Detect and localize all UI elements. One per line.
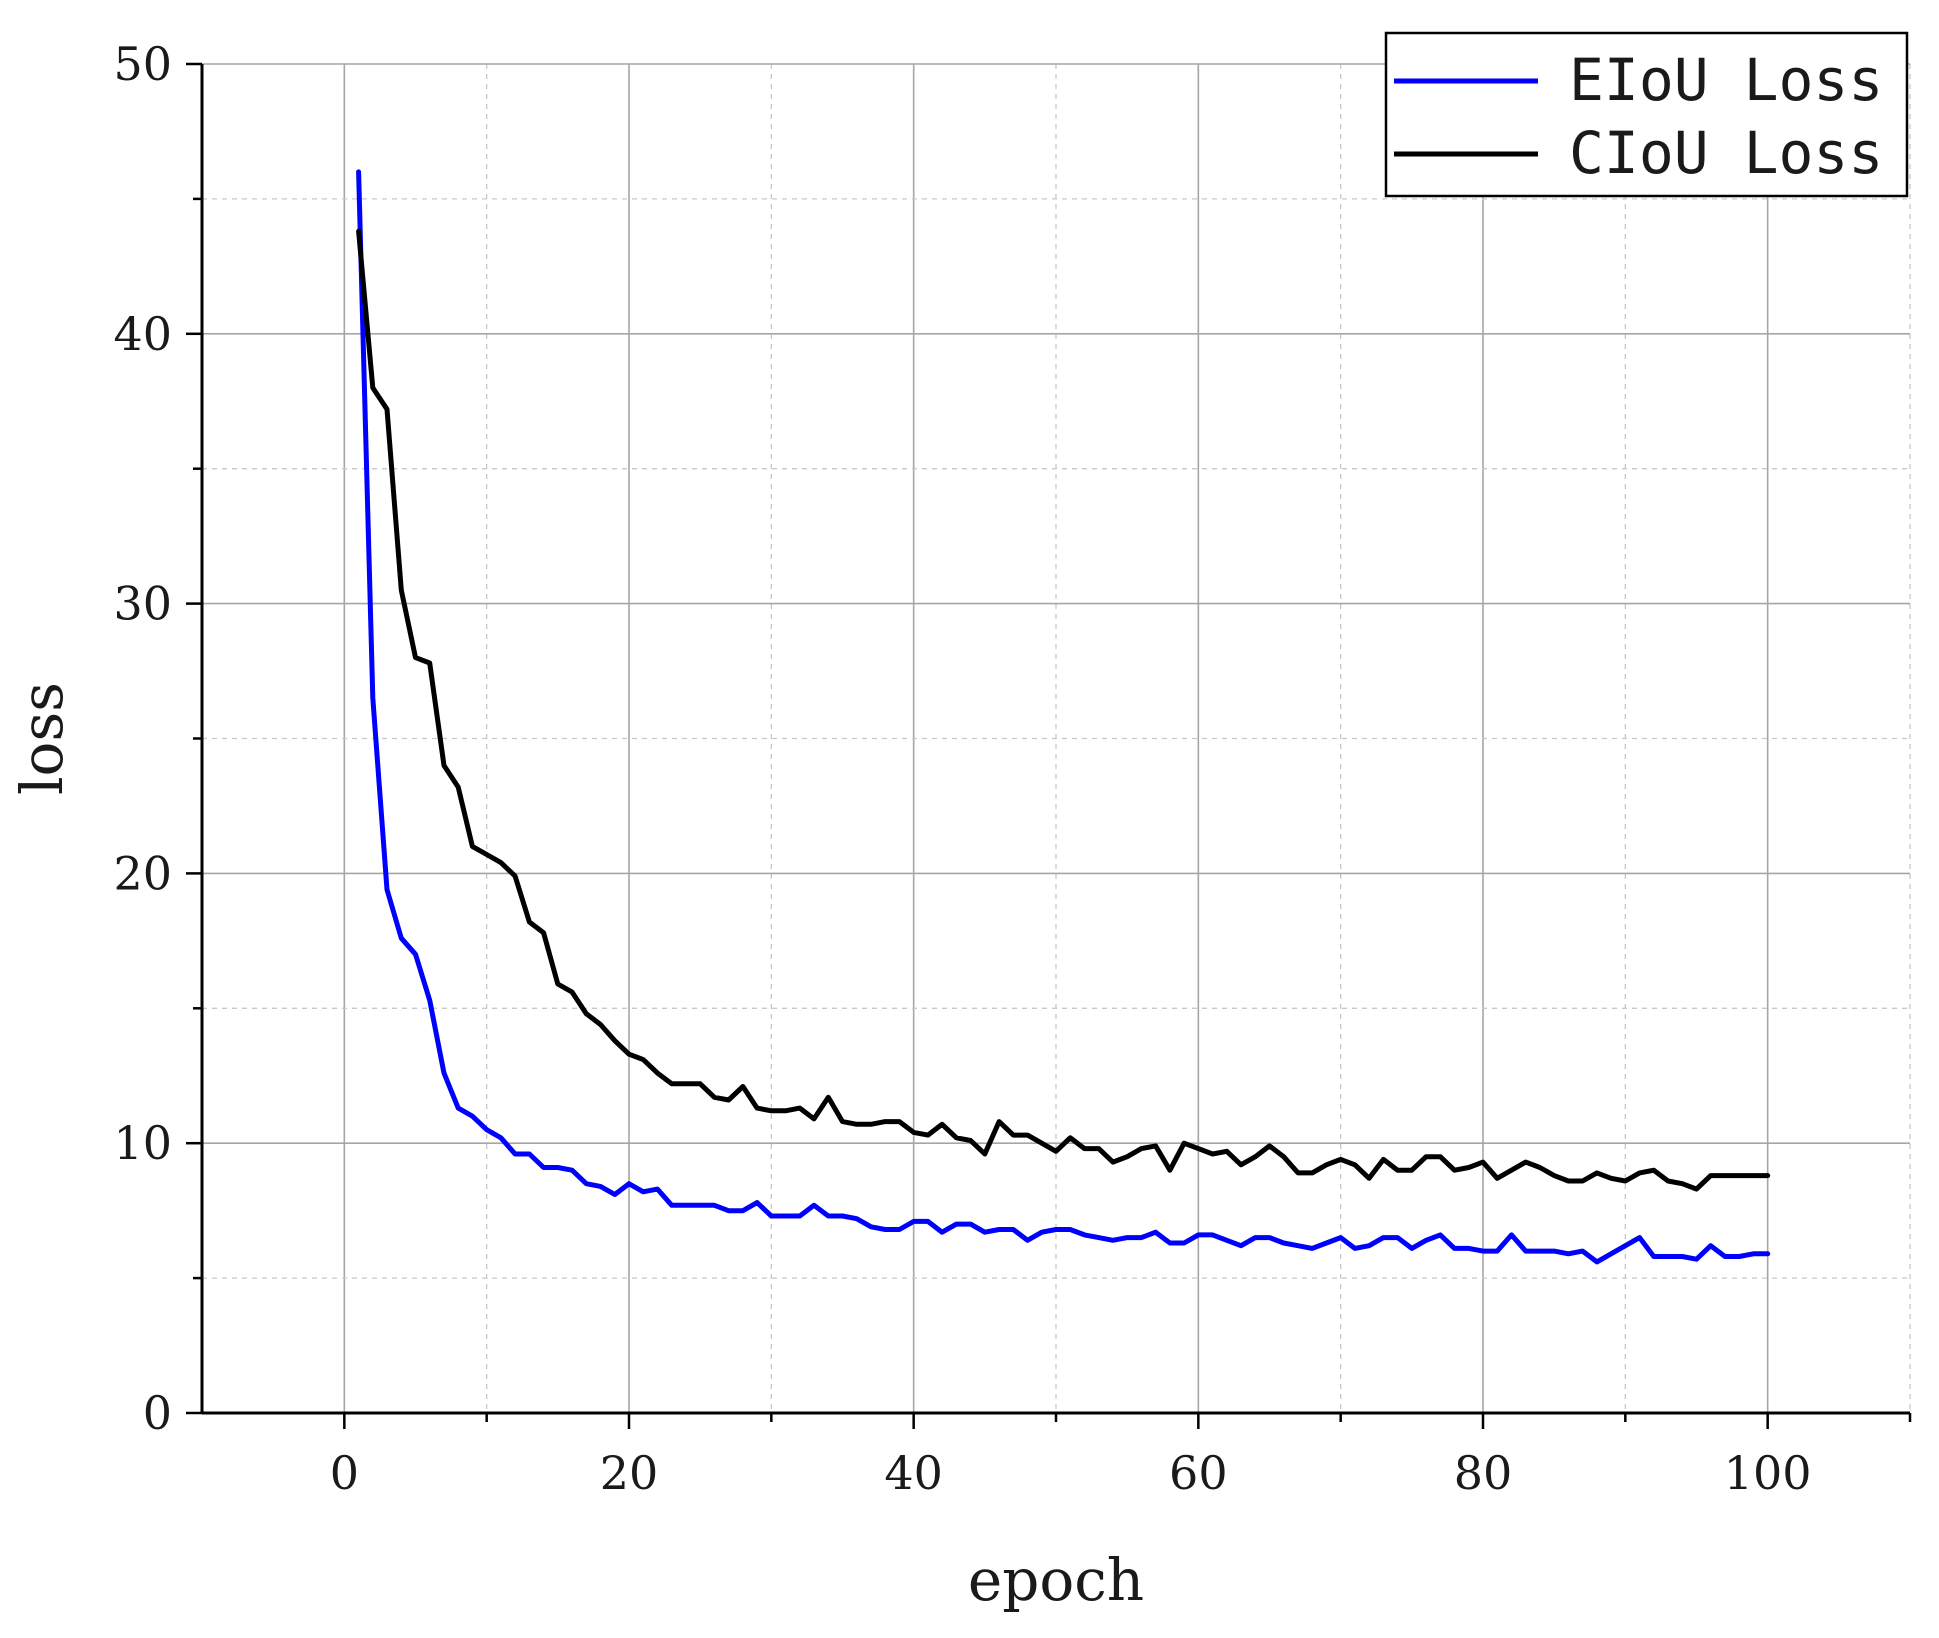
y-tick-label-10: 10 bbox=[113, 1116, 172, 1170]
series-line-ciou bbox=[356, 228, 1771, 1192]
x-tick-label-60: 60 bbox=[1169, 1446, 1228, 1500]
grid bbox=[202, 63, 1911, 1413]
y-tick-label-0: 0 bbox=[143, 1386, 172, 1440]
y-tick-label-50: 50 bbox=[113, 37, 172, 91]
y-tick-label-20: 20 bbox=[113, 846, 172, 900]
y-axis-title: loss bbox=[8, 682, 76, 795]
x-tick-label-0: 0 bbox=[330, 1446, 359, 1500]
legend-label-eiou: EIoU Loss bbox=[1569, 46, 1883, 114]
axes bbox=[186, 62, 1912, 1429]
x-tick-label-20: 20 bbox=[600, 1446, 659, 1500]
tick-labels: 0 20 40 60 80 100 0 10 20 30 40 50 bbox=[113, 37, 1811, 1500]
legend-box bbox=[1384, 31, 1909, 198]
series-line-eiou bbox=[356, 169, 1771, 1265]
x-axis-title: epoch bbox=[968, 1546, 1144, 1614]
legend-label-ciou: CIoU Loss bbox=[1569, 119, 1883, 187]
y-tick-label-40: 40 bbox=[113, 307, 172, 361]
legend: EIoU Loss CIoU Loss bbox=[1384, 31, 1909, 198]
x-tick-label-100: 100 bbox=[1724, 1446, 1812, 1500]
x-tick-label-80: 80 bbox=[1454, 1446, 1513, 1500]
y-tick-label-30: 30 bbox=[113, 577, 172, 631]
x-tick-label-40: 40 bbox=[884, 1446, 943, 1500]
series bbox=[356, 169, 1771, 1265]
